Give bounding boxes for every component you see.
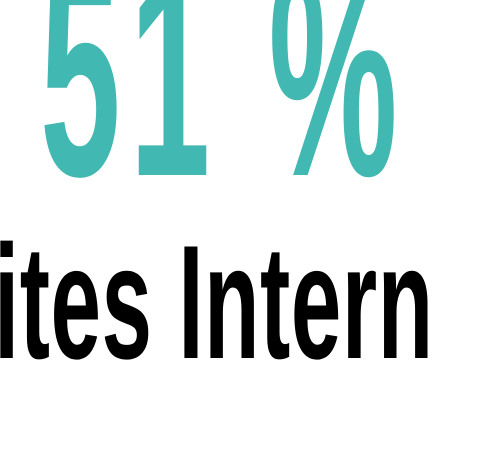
stat-number: 51 (40, 0, 220, 237)
stat-unit: % (268, 0, 407, 237)
stat-caption: ites Intern (0, 212, 434, 393)
stat-value: 51 % (40, 0, 407, 220)
